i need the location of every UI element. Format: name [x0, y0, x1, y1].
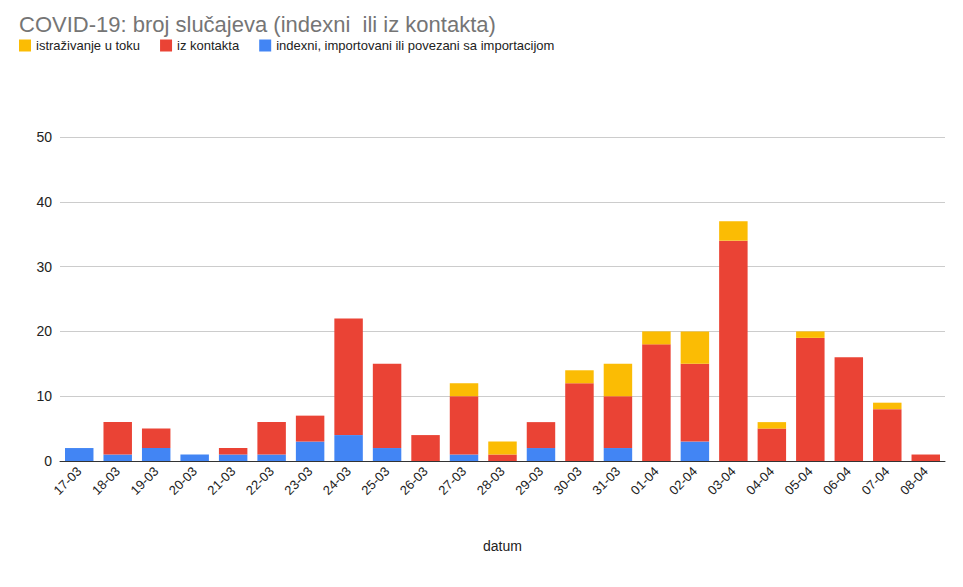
svg-text:04-04: 04-04 [743, 464, 777, 498]
svg-text:28-03: 28-03 [474, 464, 508, 498]
svg-text:07-04: 07-04 [858, 464, 892, 498]
svg-text:31-03: 31-03 [589, 464, 623, 498]
svg-text:50: 50 [36, 129, 52, 145]
svg-text:01-04: 01-04 [628, 464, 662, 498]
svg-text:22-03: 22-03 [243, 464, 277, 498]
svg-text:30: 30 [36, 259, 52, 275]
svg-text:19-03: 19-03 [127, 464, 161, 498]
svg-text:29-03: 29-03 [512, 464, 546, 498]
svg-text:COVID-19: broj slučajeva (inde: COVID-19: broj slučajeva (indexni ili iz… [19, 12, 496, 37]
svg-text:indexni, importovani ili povez: indexni, importovani ili povezani sa imp… [276, 38, 554, 53]
svg-text:03-04: 03-04 [705, 464, 739, 498]
svg-text:06-04: 06-04 [820, 464, 854, 498]
svg-text:05-04: 05-04 [782, 464, 816, 498]
svg-text:02-04: 02-04 [666, 464, 700, 498]
svg-text:27-03: 27-03 [435, 464, 469, 498]
svg-text:08-04: 08-04 [897, 464, 931, 498]
svg-text:datum: datum [483, 538, 522, 554]
svg-text:40: 40 [36, 194, 52, 210]
svg-text:istraživanje u toku: istraživanje u toku [36, 38, 140, 53]
svg-text:17-03: 17-03 [50, 464, 84, 498]
svg-text:21-03: 21-03 [204, 464, 238, 498]
svg-text:18-03: 18-03 [89, 464, 123, 498]
svg-text:23-03: 23-03 [281, 464, 315, 498]
svg-text:iz kontakta: iz kontakta [177, 38, 240, 53]
svg-text:0: 0 [44, 453, 52, 469]
svg-text:10: 10 [36, 388, 52, 404]
svg-text:20-03: 20-03 [166, 464, 200, 498]
svg-text:24-03: 24-03 [320, 464, 354, 498]
svg-text:25-03: 25-03 [358, 464, 392, 498]
svg-text:26-03: 26-03 [397, 464, 431, 498]
svg-text:20: 20 [36, 323, 52, 339]
svg-text:30-03: 30-03 [551, 464, 585, 498]
